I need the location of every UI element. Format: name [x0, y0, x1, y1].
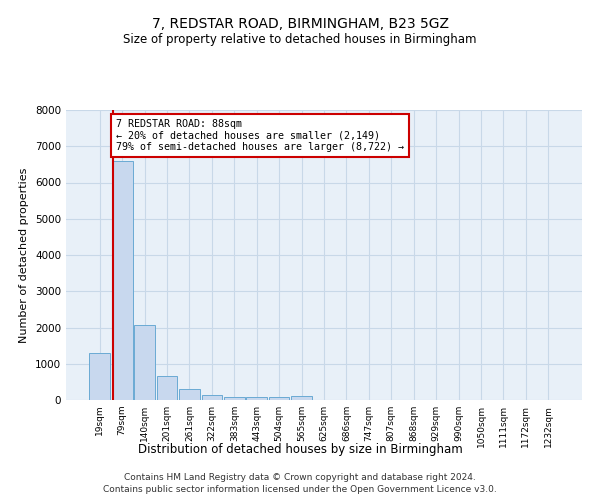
Bar [202, 394, 222, 400]
Bar [112, 161, 133, 400]
Text: Distribution of detached houses by size in Birmingham: Distribution of detached houses by size … [137, 442, 463, 456]
Bar [89, 353, 110, 400]
Bar [224, 396, 245, 400]
Bar [247, 397, 267, 400]
Text: Size of property relative to detached houses in Birmingham: Size of property relative to detached ho… [123, 32, 477, 46]
Text: Contains public sector information licensed under the Open Government Licence v3: Contains public sector information licen… [103, 485, 497, 494]
Text: 7, REDSTAR ROAD, BIRMINGHAM, B23 5GZ: 7, REDSTAR ROAD, BIRMINGHAM, B23 5GZ [151, 18, 449, 32]
Y-axis label: Number of detached properties: Number of detached properties [19, 168, 29, 342]
Bar [179, 390, 200, 400]
Text: Contains HM Land Registry data © Crown copyright and database right 2024.: Contains HM Land Registry data © Crown c… [124, 472, 476, 482]
Bar [157, 376, 178, 400]
Bar [134, 324, 155, 400]
Text: 7 REDSTAR ROAD: 88sqm
← 20% of detached houses are smaller (2,149)
79% of semi-d: 7 REDSTAR ROAD: 88sqm ← 20% of detached … [116, 119, 404, 152]
Bar [291, 396, 312, 400]
Bar [269, 398, 289, 400]
